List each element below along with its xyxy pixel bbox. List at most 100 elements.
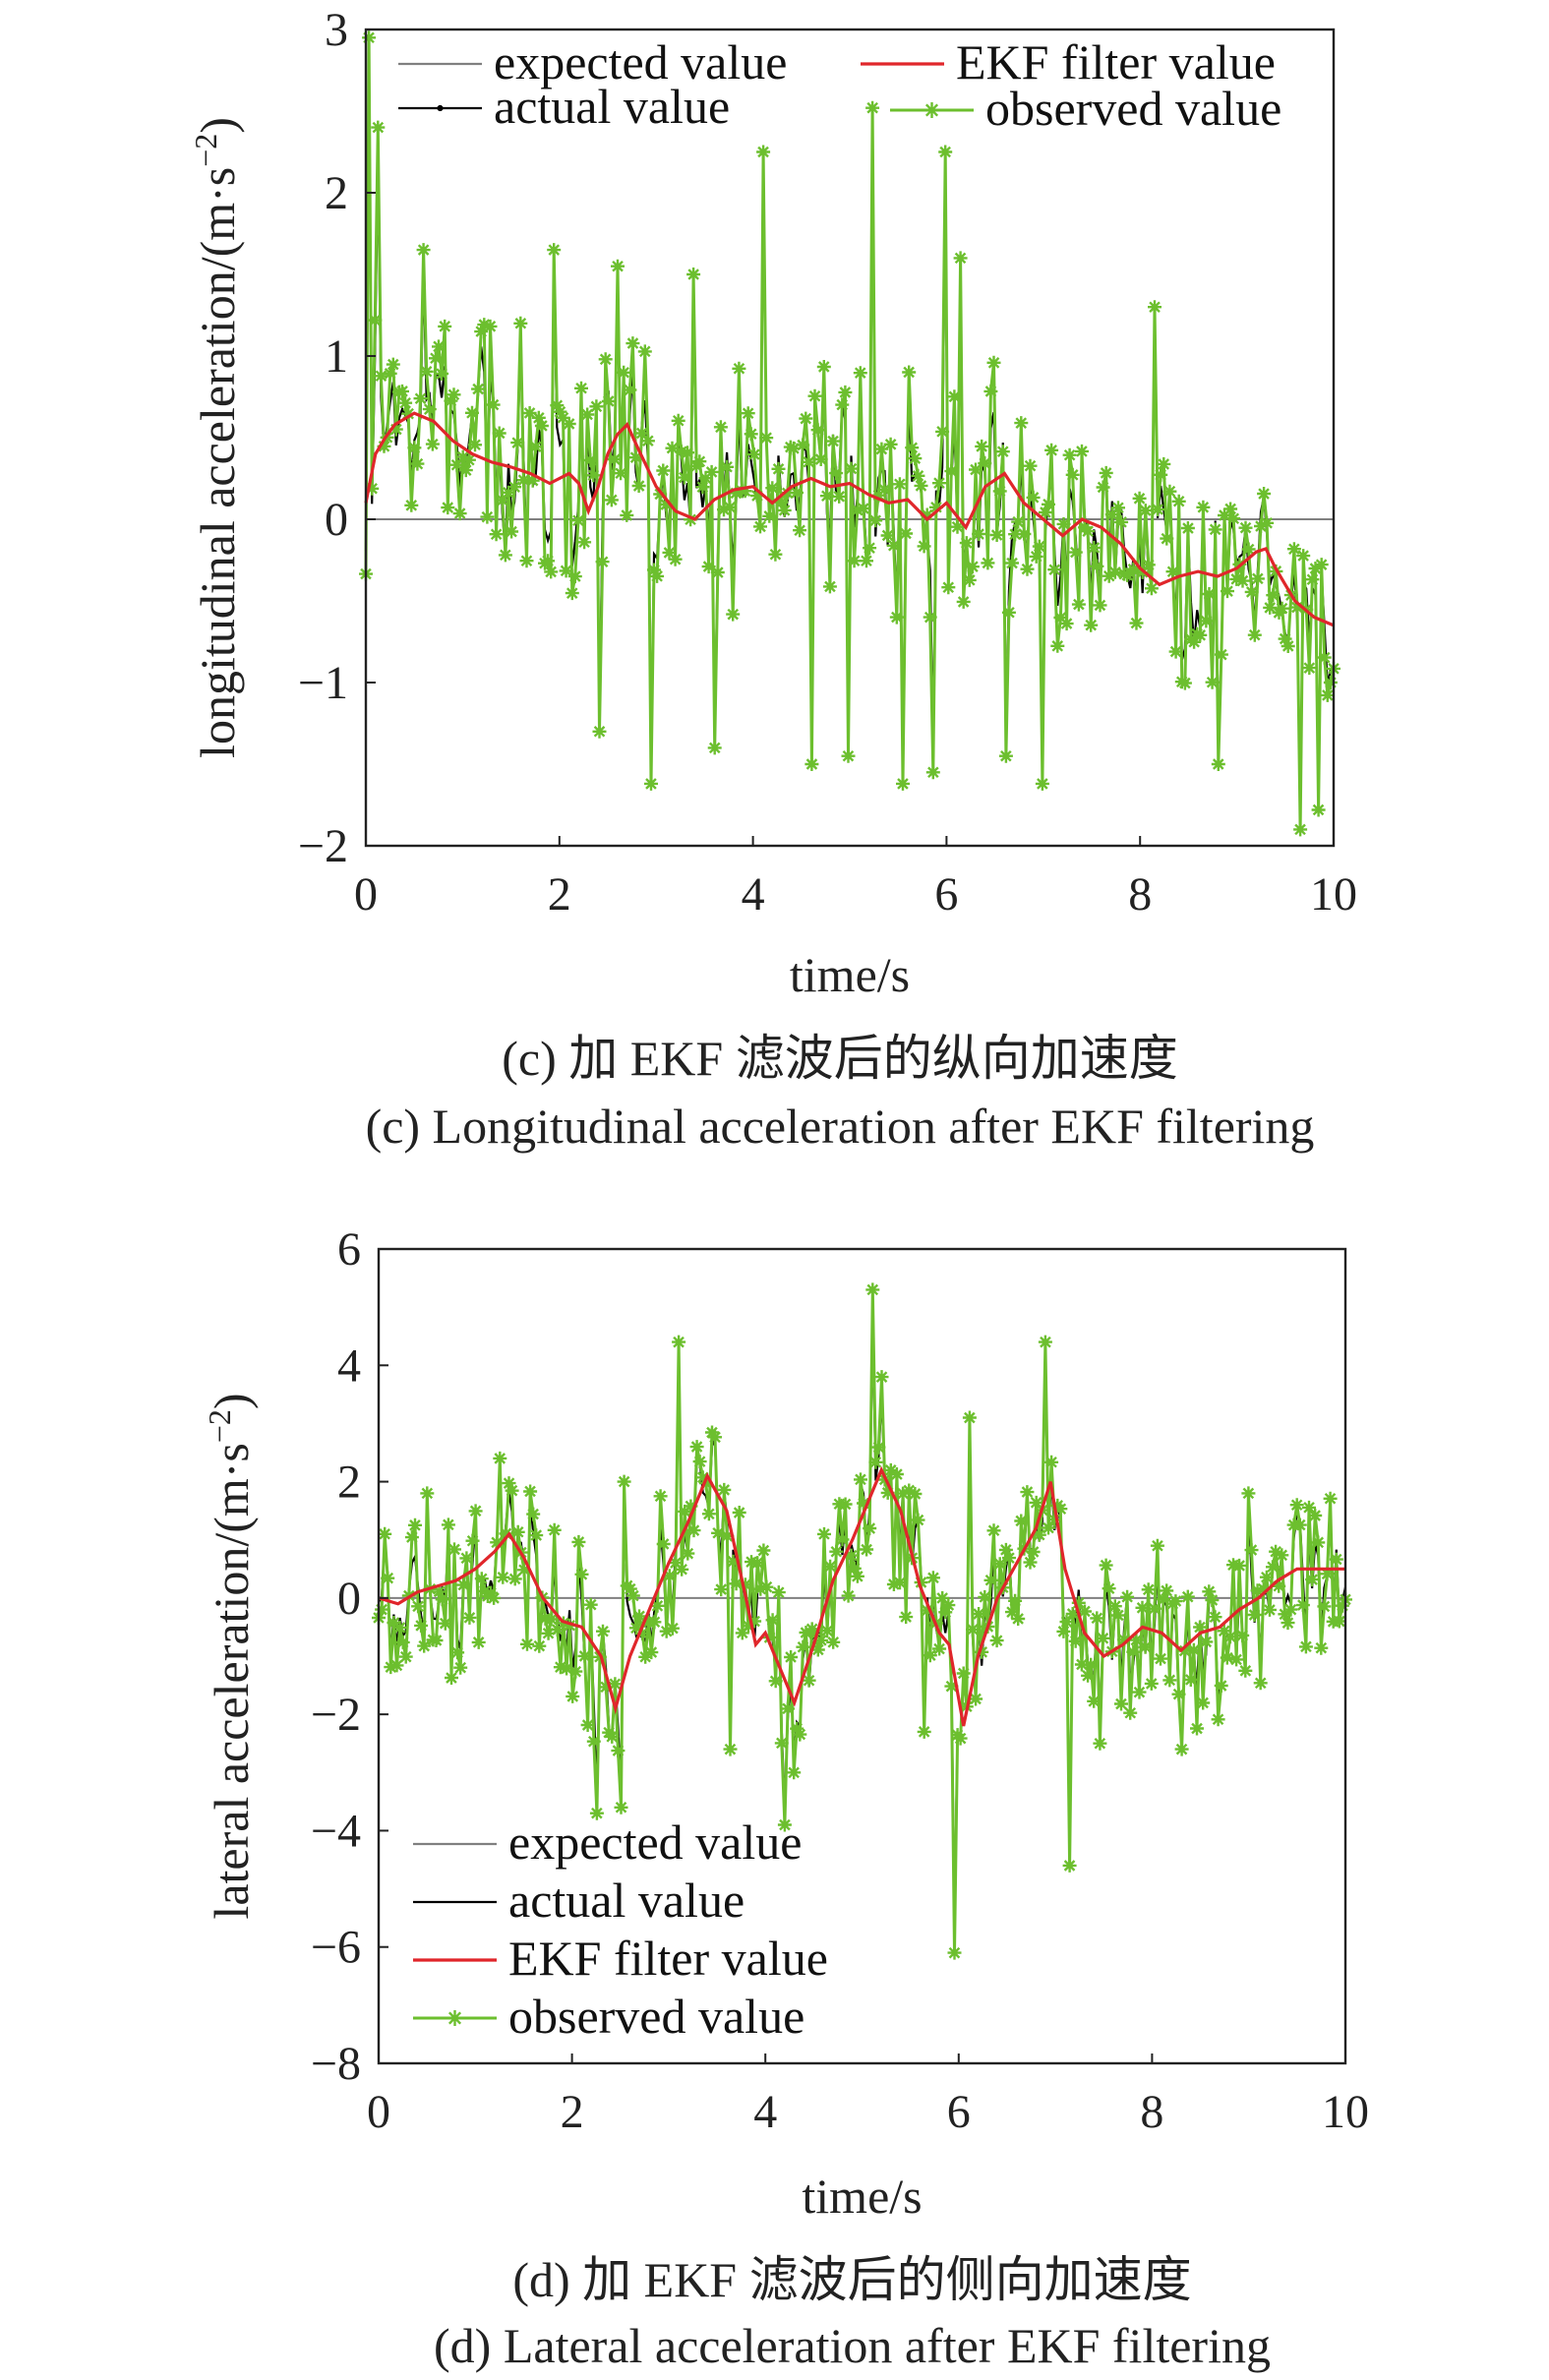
x-tick-label: 0 xyxy=(354,868,378,921)
observed-point xyxy=(708,1430,722,1445)
observed-point xyxy=(893,1576,907,1590)
observed-point xyxy=(1096,1631,1110,1645)
observed-point xyxy=(378,1526,392,1541)
observed-point xyxy=(659,498,674,511)
observed-point xyxy=(480,509,495,524)
observed-point xyxy=(1059,1615,1074,1630)
observed-point xyxy=(522,406,537,420)
observed-point xyxy=(720,459,735,474)
plot-area xyxy=(359,30,1340,837)
observed-point xyxy=(510,1524,525,1539)
observed-point xyxy=(956,594,971,609)
legend-label: observed value xyxy=(508,1989,804,2044)
observed-point xyxy=(925,1571,940,1585)
observed-point xyxy=(1017,527,1032,541)
observed-point xyxy=(841,748,856,763)
observed-point xyxy=(519,554,534,568)
observed-point xyxy=(1329,1552,1343,1567)
observed-point xyxy=(972,1607,986,1621)
observed-point xyxy=(1250,1583,1265,1598)
y-tick-label: −4 xyxy=(311,1805,361,1857)
observed-point xyxy=(692,454,707,469)
observed-point xyxy=(998,1542,1013,1557)
observed-point xyxy=(1056,516,1071,531)
observed-point xyxy=(596,1624,610,1638)
observed-point xyxy=(1150,1538,1164,1553)
observed-point xyxy=(966,1622,980,1636)
observed-point xyxy=(1278,1607,1292,1622)
observed-point xyxy=(1171,1687,1186,1701)
x-tick-label: 2 xyxy=(548,868,571,921)
observed-point xyxy=(902,365,917,380)
observed-point xyxy=(1202,1584,1217,1599)
observed-point xyxy=(1302,661,1317,676)
observed-point xyxy=(998,748,1013,763)
observed-point xyxy=(1298,1639,1313,1654)
observed-point xyxy=(1293,822,1308,837)
observed-point xyxy=(1123,1705,1138,1720)
observed-point xyxy=(1044,1455,1059,1469)
observed-point xyxy=(738,484,752,499)
observed-point xyxy=(617,1474,631,1489)
observed-point xyxy=(1275,601,1289,616)
observed-point xyxy=(441,501,455,515)
observed-point xyxy=(1107,1599,1122,1614)
observed-point xyxy=(832,489,847,504)
observed-point xyxy=(874,442,889,456)
chart-longitudinal: 0 2 4 6 8 10 −2 −1 0 1 2 3 time/s longitudinal accele… xyxy=(188,4,1357,1154)
observed-point xyxy=(762,508,777,523)
y-tick-label: −2 xyxy=(298,820,348,872)
observed-point xyxy=(844,1548,859,1563)
legend-label: actual value xyxy=(508,1873,745,1928)
observed-point xyxy=(571,1534,586,1549)
observed-point xyxy=(598,352,613,367)
observed-point xyxy=(959,536,974,551)
observed-point xyxy=(1199,614,1214,628)
observed-point xyxy=(483,319,498,333)
observed-point xyxy=(813,452,828,466)
observed-point xyxy=(404,1530,419,1545)
observed-point xyxy=(1193,627,1208,642)
observed-point xyxy=(662,1569,677,1583)
observed-point xyxy=(362,30,377,45)
observed-point xyxy=(689,1440,704,1455)
observed-point xyxy=(368,313,383,327)
observed-point xyxy=(1023,1555,1038,1570)
observed-point xyxy=(868,1455,883,1469)
y-axis-label-exponent: −2 xyxy=(188,134,223,167)
observed-point xyxy=(560,1661,574,1676)
observed-point xyxy=(462,1610,477,1625)
observed-point xyxy=(883,1462,898,1477)
observed-point xyxy=(417,1638,432,1653)
observed-point xyxy=(1062,1858,1077,1873)
observed-point xyxy=(908,1487,923,1501)
observed-point xyxy=(1305,572,1320,587)
observed-point xyxy=(586,468,601,483)
observed-point xyxy=(580,407,595,422)
observed-point xyxy=(580,1718,595,1732)
y-axis-label-close: ) xyxy=(204,1393,259,1409)
observed-point xyxy=(810,1642,825,1657)
observed-point xyxy=(698,471,713,486)
observed-point xyxy=(653,1489,668,1504)
observed-point xyxy=(911,468,925,483)
observed-point xyxy=(544,1612,559,1627)
y-axis-label-main: lateral acceleration/(m·s xyxy=(204,1443,259,1919)
observed-point xyxy=(1205,675,1220,689)
observed-point xyxy=(487,1590,502,1605)
observed-point xyxy=(1087,1694,1102,1708)
observed-point xyxy=(668,552,683,566)
observed-point xyxy=(1283,1602,1298,1617)
observed-point xyxy=(899,1610,914,1625)
observed-point xyxy=(784,1650,799,1664)
observed-point xyxy=(793,523,807,538)
observed-point xyxy=(786,441,801,455)
observed-point xyxy=(631,479,646,493)
observed-point xyxy=(835,397,850,412)
observed-point xyxy=(550,398,565,413)
observed-point xyxy=(453,1660,468,1675)
observed-point xyxy=(1039,506,1052,519)
observed-point xyxy=(416,243,431,258)
x-tick-label: 6 xyxy=(934,868,958,921)
